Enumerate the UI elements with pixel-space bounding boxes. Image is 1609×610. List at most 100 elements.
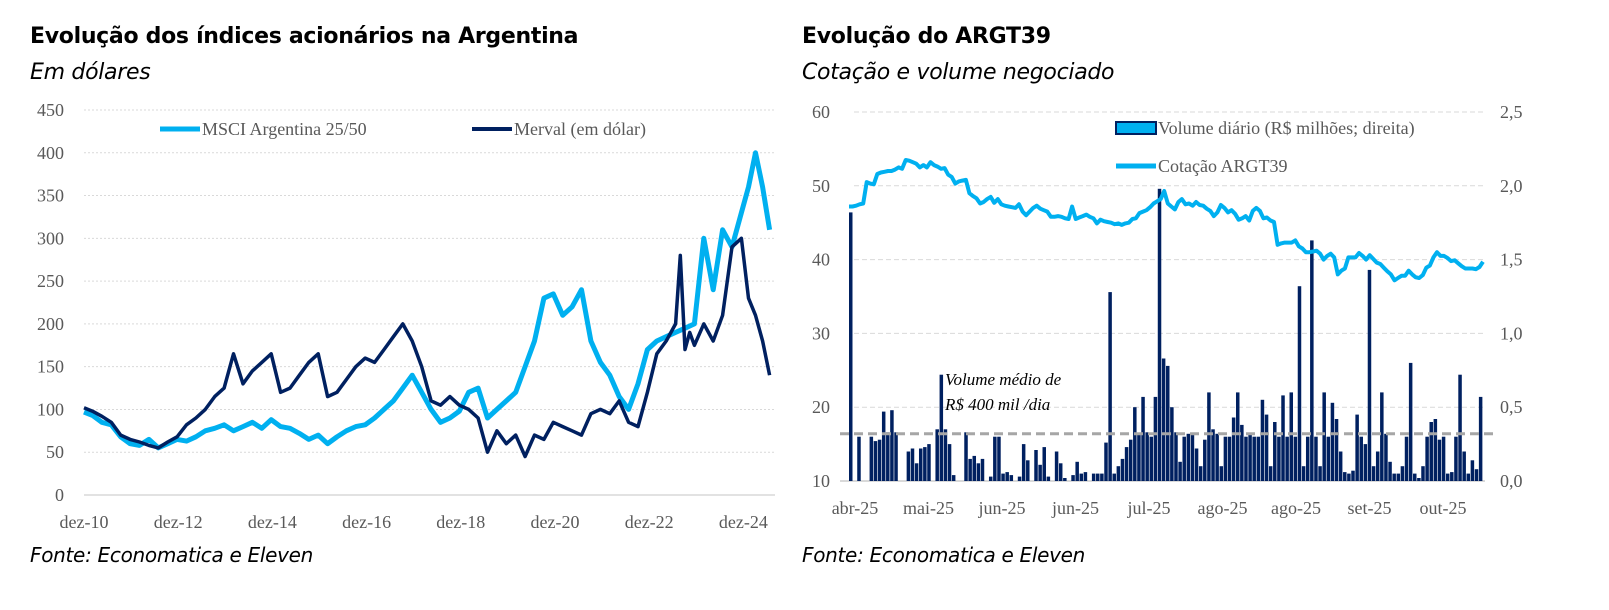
right-right-y-tick-labels: 0,0 0,5 1,0 1,5 2,0 2,5 xyxy=(1500,102,1523,491)
left-y-tick-label: 50 xyxy=(46,442,64,462)
annotation-line-2: R$ 400 mil /dia xyxy=(944,395,1050,414)
volume-bar xyxy=(869,436,874,481)
right-x-tick-label: mai-25 xyxy=(903,498,954,518)
legend-label-msci: MSCI Argentina 25/50 xyxy=(202,119,367,139)
volume-bar xyxy=(1231,417,1236,481)
volume-bar xyxy=(1343,472,1347,481)
volume-bar xyxy=(1359,436,1363,481)
volume-bar xyxy=(881,411,886,481)
volume-bar xyxy=(943,429,948,481)
right-x-tick-label: jun-25 xyxy=(1051,498,1099,518)
volume-bar xyxy=(1038,464,1042,481)
left-legend: MSCI Argentina 25/50 Merval (em dólar) xyxy=(160,119,646,140)
left-y-tick-label: 350 xyxy=(37,186,64,206)
merval-line xyxy=(83,236,772,459)
left-x-tick-label: dez-14 xyxy=(248,512,297,532)
right-x-tick-labels: abr-25 mai-25 jun-25 jun-25 jul-25 ago-25 ago-… xyxy=(832,498,1467,518)
volume-bar xyxy=(1351,470,1355,481)
volume-bar xyxy=(894,432,898,481)
left-x-tick-label: dez-16 xyxy=(342,512,391,532)
volume-bar xyxy=(914,463,919,481)
volume-bar xyxy=(1338,451,1343,481)
volume-bar xyxy=(1104,442,1108,481)
right-x-tick-label: set-25 xyxy=(1348,498,1392,518)
cotacao-line-group xyxy=(849,158,1485,283)
left-x-tick-label: dez-22 xyxy=(625,512,674,532)
right-chart-title: Evolução do ARGT39 xyxy=(802,24,1051,49)
volume-bar xyxy=(1297,286,1302,481)
right-chart: 10 20 30 40 50 60 0,0 0,5 1,0 1,5 2,0 2,5 abr-25 ma… xyxy=(812,102,1523,518)
right-chart-source: Fonte: Economatica e Eleven xyxy=(802,543,1086,567)
volume-bar xyxy=(1235,392,1240,481)
volume-bar xyxy=(1281,395,1285,481)
legend-label-cotacao: Cotação ARGT39 xyxy=(1158,156,1287,176)
volume-bars xyxy=(849,188,1483,482)
volume-bar xyxy=(1392,473,1396,481)
volume-bar xyxy=(1071,475,1075,481)
volume-bar xyxy=(918,448,923,481)
right-legend: Volume diário (R$ milhões; direita) Cotaç… xyxy=(1115,118,1415,176)
volume-bar xyxy=(886,432,890,481)
volume-bar xyxy=(935,429,939,481)
left-chart: 0 50 100 150 200 250 300 350 400 450 dez-10 dez-12… xyxy=(37,100,775,532)
volume-bar xyxy=(1413,473,1417,481)
left-y-tick-label: 150 xyxy=(37,357,64,377)
volume-bar xyxy=(1042,447,1046,481)
volume-bar xyxy=(1215,433,1219,481)
right-right-y-tick-label: 0,5 xyxy=(1500,397,1523,417)
volume-bar xyxy=(1128,439,1133,481)
volume-bar xyxy=(1474,469,1479,481)
volume-bar xyxy=(1363,444,1368,481)
volume-bar xyxy=(1458,374,1462,481)
volume-bar xyxy=(910,448,915,481)
volume-bar xyxy=(1367,269,1372,481)
volume-bar xyxy=(972,455,977,481)
volume-bar xyxy=(1285,436,1289,481)
volume-bar xyxy=(1404,436,1409,481)
volume-bar xyxy=(1186,433,1191,481)
volume-bar xyxy=(1293,436,1298,481)
msci-argentina-line xyxy=(83,150,773,451)
volume-bar xyxy=(1141,396,1145,481)
volume-bar xyxy=(1182,436,1186,481)
volume-bar xyxy=(1203,439,1207,481)
volume-bar xyxy=(1375,451,1380,481)
annotation-group: Volume médio de R$ 400 mil /dia xyxy=(944,370,1062,414)
volume-bar xyxy=(1005,472,1009,481)
volume-bar xyxy=(939,374,944,481)
volume-bar xyxy=(1421,466,1425,481)
volume-bar xyxy=(1240,424,1244,481)
right-left-y-tick-labels: 10 20 30 40 50 60 xyxy=(812,102,830,491)
volume-bar xyxy=(1450,472,1454,481)
volume-bar xyxy=(1211,429,1215,481)
volume-bar xyxy=(1326,436,1331,481)
left-series xyxy=(83,150,773,459)
left-chart-title: Evolução dos índices acionários na Argen… xyxy=(30,24,579,49)
volume-bar xyxy=(1096,473,1100,481)
left-x-tick-label: dez-24 xyxy=(719,512,768,532)
right-left-y-tick-label: 40 xyxy=(812,250,830,270)
left-y-tick-label: 250 xyxy=(37,271,64,291)
volume-bar xyxy=(1314,436,1318,481)
volume-bar xyxy=(1219,466,1224,481)
volume-bar xyxy=(951,475,956,481)
volume-bar xyxy=(1244,436,1248,481)
right-right-y-tick-label: 1,5 xyxy=(1500,250,1523,270)
volume-bar xyxy=(1120,458,1125,481)
left-y-tick-label: 100 xyxy=(37,399,64,419)
volume-bar xyxy=(1396,473,1401,481)
volume-bar xyxy=(1091,473,1096,481)
volume-bar xyxy=(890,410,894,481)
volume-bar xyxy=(1112,473,1116,481)
volume-bar xyxy=(1153,396,1158,481)
volume-bar xyxy=(1100,473,1104,481)
volume-bar xyxy=(1063,478,1067,481)
right-right-y-tick-label: 2,0 xyxy=(1500,176,1523,196)
volume-bar xyxy=(1083,472,1088,481)
volume-bar xyxy=(1058,463,1063,481)
volume-bar xyxy=(1198,466,1203,481)
volume-bar xyxy=(1466,473,1471,481)
volume-bar xyxy=(1305,436,1310,481)
volume-bar xyxy=(993,436,997,481)
volume-bar xyxy=(1347,473,1351,481)
